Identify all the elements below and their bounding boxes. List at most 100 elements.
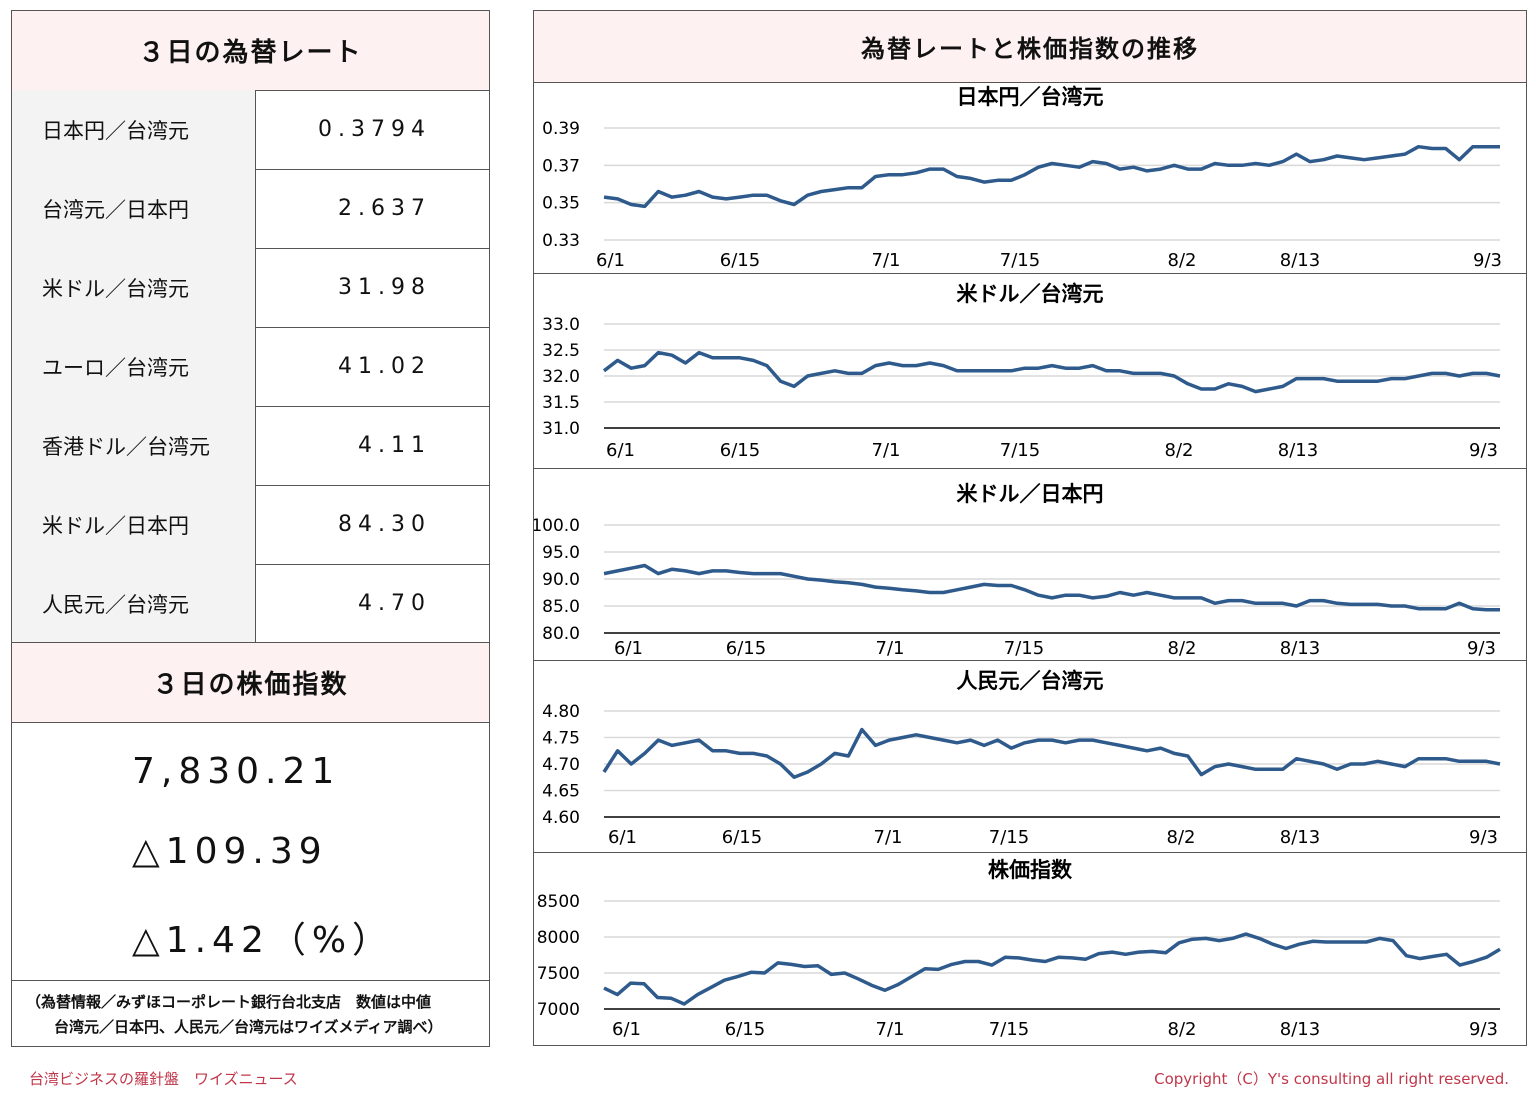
y-tick-label: 8000 (537, 928, 580, 948)
x-tick-label: 8/2 (1165, 440, 1194, 461)
rate-label: 台湾元／日本円 (12, 169, 256, 248)
y-tick-label: 32.5 (542, 341, 580, 361)
y-tick-label: 0.35 (542, 194, 580, 214)
rate-row: 日本円／台湾元 0.3794 (12, 90, 489, 170)
rate-value: 84.30 (338, 512, 431, 537)
y-tick-label: 4.70 (542, 755, 580, 775)
x-tick-label: 8/13 (1280, 1019, 1320, 1040)
x-tick-label: 8/2 (1168, 1019, 1197, 1040)
chart-4: 人民元／台湾元 4.80 4.75 4.70 4.65 4.60 6/1 6/15 7/1 7/1… (534, 660, 1526, 853)
x-tick-label: 6/15 (722, 827, 762, 848)
x-tick-label: 8/13 (1280, 638, 1320, 659)
x-tick-label: 6/1 (614, 638, 643, 659)
rate-label: 香港ドル／台湾元 (12, 406, 256, 485)
rate-row: ユーロ／台湾元 41.02 (12, 327, 489, 407)
y-tick-label: 90.0 (542, 570, 580, 590)
y-tick-label: 4.60 (542, 808, 580, 828)
y-tick-label: 4.75 (542, 729, 580, 749)
x-tick-label: 9/3 (1469, 827, 1498, 848)
stock-change-value: △109.39 (132, 831, 328, 872)
rate-label: 人民元／台湾元 (12, 564, 256, 643)
rate-value: 41.02 (338, 354, 431, 379)
x-tick-label: 6/1 (596, 250, 625, 271)
rate-label: 米ドル／台湾元 (12, 248, 256, 327)
chart-title: 日本円／台湾元 (957, 85, 1104, 109)
chart-title: 米ドル／台湾元 (957, 282, 1104, 306)
y-tick-label: 100.0 (534, 516, 580, 536)
y-tick-label: 0.39 (542, 119, 580, 139)
x-tick-label: 6/15 (726, 638, 766, 659)
x-tick-label: 8/2 (1168, 638, 1197, 659)
footer-brand: 台湾ビジネスの羅針盤 ワイズニュース (29, 1070, 298, 1088)
source-note-2: 台湾元／日本円、人民元／台湾元はワイズメディア調べ） (54, 1018, 443, 1036)
y-tick-label: 7500 (537, 964, 580, 984)
x-tick-label: 8/2 (1167, 827, 1196, 848)
x-tick-label: 9/3 (1467, 638, 1496, 659)
y-tick-label: 32.0 (542, 367, 580, 387)
y-tick-label: 4.65 (542, 782, 580, 802)
chart-svg: 米ドル／台湾元 33.0 32.5 32.0 31.5 31.0 6/1 6/15 7/1 7/1… (542, 282, 1501, 461)
chart-svg: 米ドル／日本円 100.0 95.0 90.0 85.0 80.0 6/1 6/15 7/1 7/… (534, 482, 1500, 659)
footer-copyright: Copyright（C）Y's consulting all right res… (1154, 1070, 1509, 1088)
stock-change-pct-value: △1.42（%） (132, 920, 395, 961)
rate-row: 米ドル／台湾元 31.98 (12, 248, 489, 328)
rates-panel: ３日の為替レート 日本円／台湾元 0.3794 台湾元／日本円 2.637 米ドル／台湾… (11, 10, 490, 1047)
rate-label: 米ドル／日本円 (12, 485, 256, 564)
stock-title: ３日の株価指数 (12, 642, 489, 723)
x-tick-label: 8/2 (1168, 250, 1197, 271)
stock-index-value: 7,830.21 (132, 751, 341, 792)
rates-title: ３日の為替レート (12, 11, 489, 91)
y-tick-label: 80.0 (542, 624, 580, 644)
x-tick-label: 7/15 (989, 827, 1029, 848)
rate-row: 台湾元／日本円 2.637 (12, 169, 489, 249)
x-tick-label: 7/1 (874, 827, 903, 848)
y-tick-label: 33.0 (542, 315, 580, 335)
y-tick-label: 95.0 (542, 543, 580, 563)
source-note-1: （為替情報／みずほコーポレート銀行台北支店 数値は中値 (26, 993, 432, 1011)
x-tick-label: 7/15 (1000, 440, 1040, 461)
x-tick-label: 7/15 (989, 1019, 1029, 1040)
chart-svg: 日本円／台湾元 0.39 0.37 0.35 0.33 6/1 6/15 7/1 7/15 8/2… (542, 85, 1502, 271)
y-tick-label: 31.5 (542, 393, 580, 413)
x-tick-label: 8/13 (1280, 250, 1320, 271)
rate-value: 4.70 (358, 591, 431, 616)
y-tick-label: 85.0 (542, 597, 580, 617)
y-tick-label: 8500 (537, 892, 580, 912)
x-tick-label: 6/15 (720, 440, 760, 461)
x-tick-label: 6/1 (606, 440, 635, 461)
x-tick-label: 6/1 (608, 827, 637, 848)
chart-3: 米ドル／日本円 100.0 95.0 90.0 85.0 80.0 6/1 6/15 7/1 7/… (534, 468, 1526, 661)
series-line (602, 350, 1501, 394)
x-tick-label: 9/3 (1473, 250, 1502, 271)
series-line (603, 563, 1500, 612)
rate-value: 31.98 (338, 275, 431, 300)
note-divider (12, 980, 489, 981)
chart-svg: 株価指数 8500 8000 7500 7000 6/1 6/15 7/1 7/15 8/2 8/1… (537, 858, 1501, 1040)
charts-title: 為替レートと株価指数の推移 (534, 11, 1526, 83)
rate-row: 香港ドル／台湾元 4.11 (12, 406, 489, 486)
chart-svg: 人民元／台湾元 4.80 4.75 4.70 4.65 4.60 6/1 6/15 7/1 7/1… (542, 669, 1501, 848)
chart-1: 日本円／台湾元 0.39 0.37 0.35 0.33 6/1 6/15 7/1 7/15 8/2… (534, 82, 1526, 274)
x-tick-label: 8/13 (1278, 440, 1318, 461)
x-tick-label: 8/13 (1280, 827, 1320, 848)
rate-label: 日本円／台湾元 (12, 90, 256, 169)
x-tick-label: 9/3 (1469, 1019, 1498, 1040)
y-tick-label: 7000 (537, 1000, 580, 1020)
series-line (603, 144, 1500, 209)
x-tick-label: 7/15 (1004, 638, 1044, 659)
y-tick-label: 4.80 (542, 702, 580, 722)
x-tick-label: 6/15 (720, 250, 760, 271)
rate-value: 0.3794 (318, 117, 431, 142)
x-tick-label: 7/1 (872, 250, 901, 271)
rate-label: ユーロ／台湾元 (12, 327, 256, 406)
series-line (602, 727, 1501, 779)
chart-2: 米ドル／台湾元 33.0 32.5 32.0 31.5 31.0 6/1 6/15 7/1 7/1… (534, 273, 1526, 469)
x-tick-label: 9/3 (1469, 440, 1498, 461)
y-tick-label: 0.33 (542, 231, 580, 251)
x-tick-label: 7/15 (1000, 250, 1040, 271)
y-tick-label: 0.37 (542, 156, 580, 176)
rate-value: 4.11 (358, 433, 431, 458)
chart-5: 株価指数 8500 8000 7500 7000 6/1 6/15 7/1 7/15 8/2 8/1… (534, 852, 1526, 1045)
x-tick-label: 6/15 (725, 1019, 765, 1040)
x-tick-label: 7/1 (876, 638, 905, 659)
